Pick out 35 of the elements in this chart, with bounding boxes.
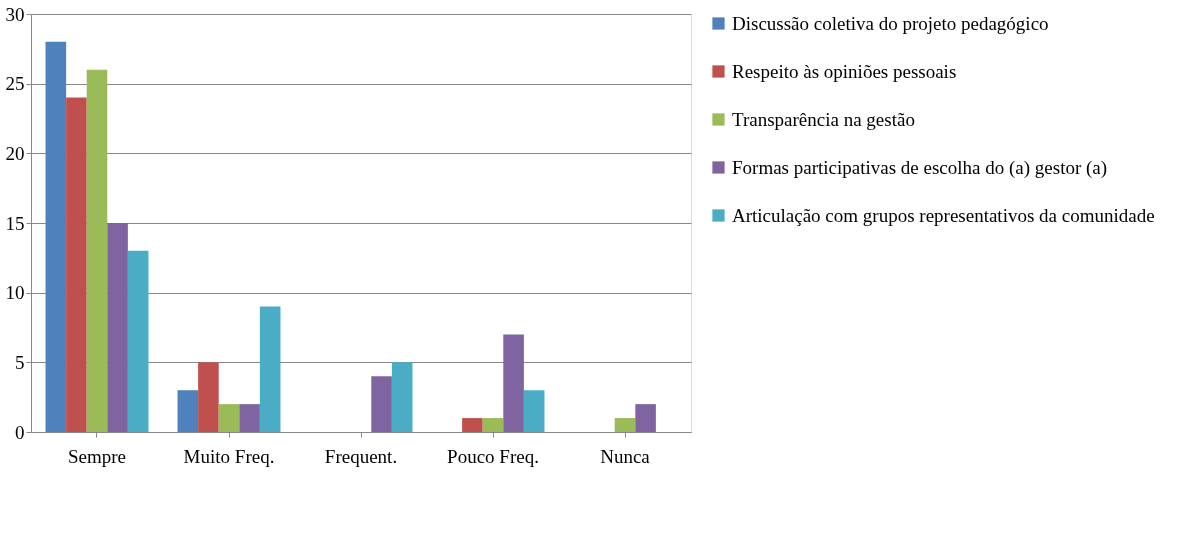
y-tick-label: 5: [15, 351, 25, 373]
bar: [635, 404, 656, 432]
x-tick-label: Nunca: [600, 445, 651, 467]
bar: [523, 390, 545, 432]
bar: [259, 306, 281, 432]
bar: [239, 404, 260, 432]
y-tick-label: 20: [5, 142, 25, 164]
y-tick-label: 30: [5, 3, 25, 25]
legend-label: Articulação com grupos representativos da comunidade: [732, 204, 1155, 226]
bar: [371, 376, 392, 432]
bar: [107, 223, 128, 432]
bar: [66, 97, 87, 432]
bar: [482, 418, 504, 432]
bar: [503, 334, 524, 432]
x-tick-label: Frequent.: [324, 445, 398, 467]
y-tick-label: 10: [5, 282, 25, 304]
x-tick-label: Muito Freq.: [183, 445, 275, 467]
y-tick-label: 25: [5, 73, 25, 95]
legend-label: Formas participativas de escolha do (a) gestor (a): [732, 156, 1108, 179]
y-tick-label: 15: [5, 212, 25, 234]
bar: [45, 41, 67, 432]
bar: [614, 418, 636, 432]
bar: [391, 362, 413, 432]
bar: [86, 69, 108, 432]
y-tick-label: 0: [15, 421, 25, 443]
x-tick-label: Pouco Freq.: [447, 445, 539, 467]
bar: [127, 250, 149, 432]
bar: [462, 418, 483, 432]
bar: [177, 390, 199, 432]
legend-label: Transparência na gestão: [732, 108, 915, 130]
legend-label: Respeito às opiniões pessoais: [732, 60, 957, 82]
bar: [198, 362, 219, 432]
bar: [218, 404, 240, 432]
legend-label: Discussão coletiva do projeto pedagógico: [732, 12, 1049, 34]
x-tick-label: Sempre: [67, 445, 127, 467]
